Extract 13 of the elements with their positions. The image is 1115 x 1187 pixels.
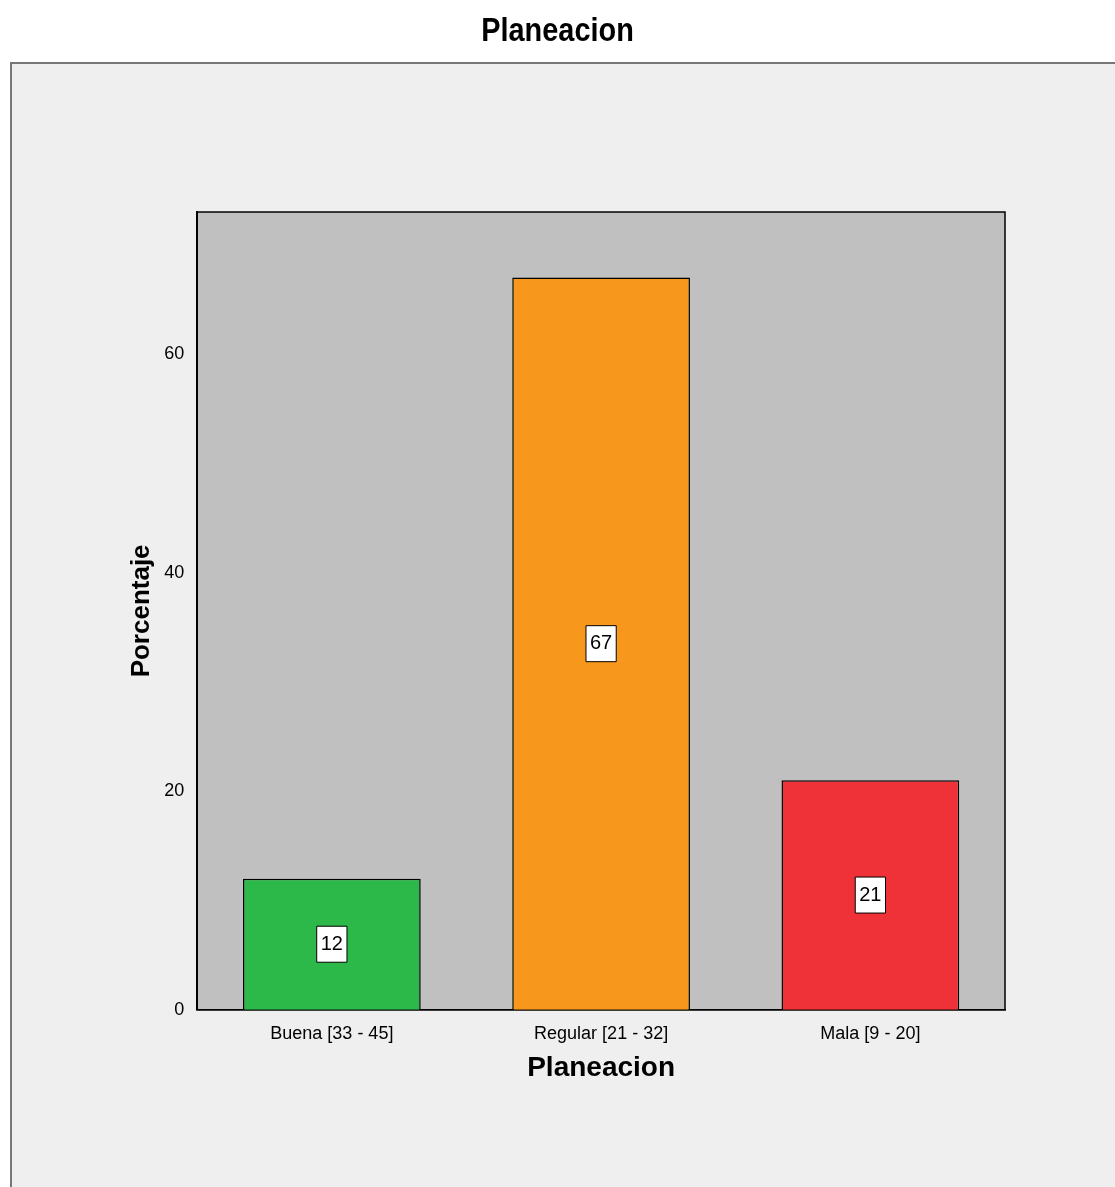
y-tick-label: 0 — [174, 998, 185, 1019]
x-tick-label: Regular [21 - 32] — [534, 1022, 669, 1043]
x-tick-label: Buena [33 - 45] — [270, 1022, 394, 1043]
y-axis-title: Porcentaje — [124, 544, 155, 678]
x-tick-label: Mala [9 - 20] — [820, 1022, 921, 1043]
data-label: 67 — [589, 631, 613, 654]
y-tick-label: 20 — [164, 780, 185, 801]
y-tick-label: 60 — [164, 343, 185, 364]
x-axis-title: Planeacion — [527, 1050, 676, 1082]
data-label: 12 — [320, 931, 343, 954]
chart-title: Planeacion — [480, 10, 635, 49]
data-label: 21 — [859, 882, 882, 905]
y-tick-label: 40 — [164, 561, 185, 582]
